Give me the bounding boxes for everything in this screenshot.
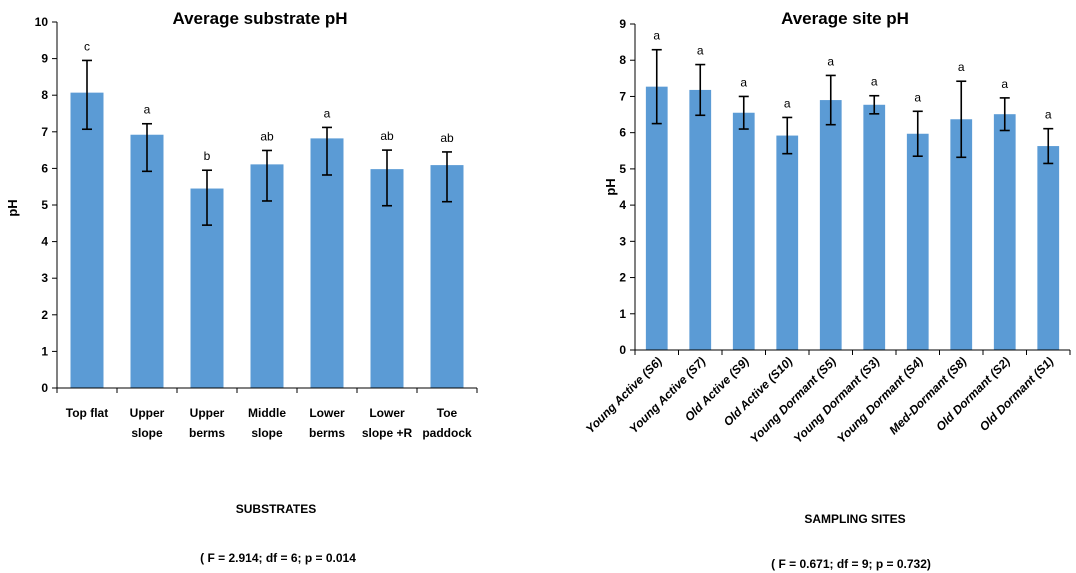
x-tick-label: Upper [130,406,165,420]
significance-letter: ab [440,131,454,145]
x-tick-label: Old Dormant (S2) [933,354,1013,434]
bar [732,112,755,350]
chart-substrate-svg: Average substrate pH012345678910cababaab… [5,9,478,565]
x-tick-label: paddock [422,426,472,440]
bar [993,114,1016,351]
chart-site-svg: Average site pH 0 1 2 3 4 5 6 7 8 9 a a a a a a a a a a pH You… [583,9,1071,571]
significance-letter: ab [380,129,394,143]
x-tick-label: Young Dormant (S4) [834,354,926,446]
x-tick-label: Med-Dormant (S8) [886,354,969,437]
y-tick-label: 10 [35,15,49,29]
y-tick-label: 0 [41,381,48,395]
bar [70,92,104,388]
y-tick-label: 1 [619,307,626,321]
chart-site-ph: Average site pH 0 1 2 3 4 5 6 7 8 9 a a a a a a a a a a pH You… [540,0,1076,573]
y-tick-label: 5 [619,162,626,176]
significance-letter: a [653,29,660,43]
x-tick-label: Middle [248,406,286,420]
x-tick-label: slope [131,426,163,440]
bar [906,133,929,350]
chart-substrate-ph: Average substrate pH 0 1 2 3 4 5 6 7 8 9 10 c a b ab a ab… [5,9,478,565]
significance-letter: c [84,39,90,53]
x-tick-label: Toe [437,406,458,420]
y-tick-label: 2 [41,308,48,322]
y-tick-label: 5 [41,198,48,212]
y-tick-label: 6 [619,126,626,140]
y-tick-label: 7 [619,89,626,103]
y-tick-label: 8 [619,53,626,67]
x-tick-label: Young Dormant (S5) [747,354,839,446]
bar [645,86,668,351]
significance-letter: a [697,44,704,58]
x-tick-label: Young Dormant (S3) [791,354,883,446]
y-tick-label: 7 [41,125,48,139]
significance-letter: a [958,60,965,74]
significance-letter: a [740,75,747,89]
y-tick-label: 3 [619,234,626,248]
significance-letter: a [144,103,151,117]
x-tick-label: slope +R [362,426,413,440]
significance-letter: a [324,106,331,120]
chart-title: Average site pH [781,9,909,28]
bar [689,89,712,351]
bar [310,138,344,388]
y-tick-label: 0 [619,343,626,357]
x-axis-label: SAMPLING SITES [804,512,905,526]
chart-title: Average substrate pH [172,9,347,28]
y-tick-label: 1 [41,344,48,358]
significance-letter: a [914,90,921,104]
x-tick-label: Old Dormant (S1) [977,354,1057,434]
y-axis-label: pH [5,199,20,216]
bar [950,119,973,351]
y-tick-label: 6 [41,161,48,175]
x-axis-label: SUBSTRATES [236,502,316,516]
significance-letter: ab [260,129,274,143]
y-axis-label: pH [603,178,618,195]
stats-note: ( F = 0.671; df = 9; p = 0.732) [771,557,931,571]
y-tick-label: 2 [619,271,626,285]
x-tick-label: berms [189,426,225,440]
significance-letter: b [204,149,211,163]
x-tick-label: Young Active (S6) [583,354,665,436]
x-tick-label: Lower [309,406,345,420]
significance-letter: a [784,96,791,110]
bar [130,134,164,388]
y-tick-label: 9 [41,52,48,66]
bar [776,135,799,350]
bar [1037,146,1060,350]
x-tick-label: Young Active (S7) [626,354,708,436]
bar [863,104,886,350]
significance-letter: a [827,54,834,68]
y-tick-label: 8 [41,88,48,102]
significance-letter: a [1001,77,1008,91]
bar [819,100,842,350]
y-tick-label: 4 [41,235,48,249]
x-tick-label: Lower [369,406,405,420]
x-tick-label: Upper [190,406,225,420]
x-tick-label: Top flat [66,406,108,420]
x-tick-label: slope [251,426,283,440]
x-tick-label: berms [309,426,345,440]
y-tick-label: 3 [41,271,48,285]
y-tick-label: 9 [619,17,626,31]
stats-note: ( F = 2.914; df = 6; p = 0.014 [200,551,356,565]
y-tick-label: 4 [619,198,626,212]
significance-letter: a [1045,108,1052,122]
significance-letter: a [871,75,878,89]
